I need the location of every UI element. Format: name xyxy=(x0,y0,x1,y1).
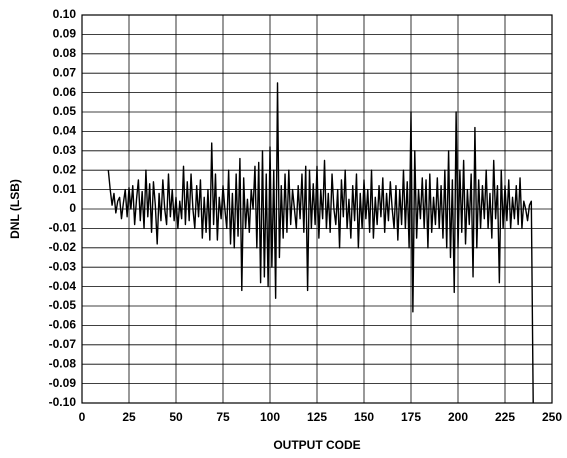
y-tick-label: 0 xyxy=(69,201,76,215)
x-tick-label: 200 xyxy=(448,410,468,424)
x-tick-label: 100 xyxy=(260,410,280,424)
y-tick-label: 0.06 xyxy=(53,85,77,99)
x-tick-label: 175 xyxy=(401,410,421,424)
y-tick-label: -0.06 xyxy=(49,318,77,332)
x-tick-label: 75 xyxy=(216,410,230,424)
y-tick-label: 0.02 xyxy=(53,162,77,176)
x-axis-title: OUTPUT CODE xyxy=(273,438,360,452)
data-line xyxy=(107,82,534,404)
y-tick-label: 0.03 xyxy=(53,143,77,157)
y-tick-label: 0.07 xyxy=(53,65,77,79)
y-tick-label: -0.09 xyxy=(49,376,77,390)
y-tick-label: 0.09 xyxy=(53,27,77,41)
x-tick-label: 250 xyxy=(542,410,562,424)
x-tick-label: 225 xyxy=(495,410,515,424)
x-tick-label: 50 xyxy=(169,410,183,424)
y-tick-label: 0.10 xyxy=(53,7,77,21)
y-tick-label: 0.08 xyxy=(53,46,77,60)
y-tick-label: 0.04 xyxy=(53,124,77,138)
y-tick-label: -0.02 xyxy=(49,240,77,254)
y-tick-label: -0.03 xyxy=(49,259,77,273)
y-tick-label: 0.05 xyxy=(53,104,77,118)
x-tick-label: 150 xyxy=(354,410,374,424)
y-tick-label: -0.10 xyxy=(49,395,77,409)
x-tick-label: 25 xyxy=(122,410,136,424)
y-tick-label: -0.08 xyxy=(49,356,77,370)
plot-frame xyxy=(81,14,553,404)
y-tick-label: -0.04 xyxy=(49,279,77,293)
x-tick-label: 0 xyxy=(79,410,86,424)
y-axis-title: DNL (LSB) xyxy=(8,179,22,239)
y-tick-label: -0.07 xyxy=(49,337,77,351)
x-tick-label: 125 xyxy=(307,410,327,424)
y-tick-label: 0.01 xyxy=(53,182,77,196)
y-tick-label: -0.01 xyxy=(49,221,77,235)
y-tick-label: -0.05 xyxy=(49,298,77,312)
